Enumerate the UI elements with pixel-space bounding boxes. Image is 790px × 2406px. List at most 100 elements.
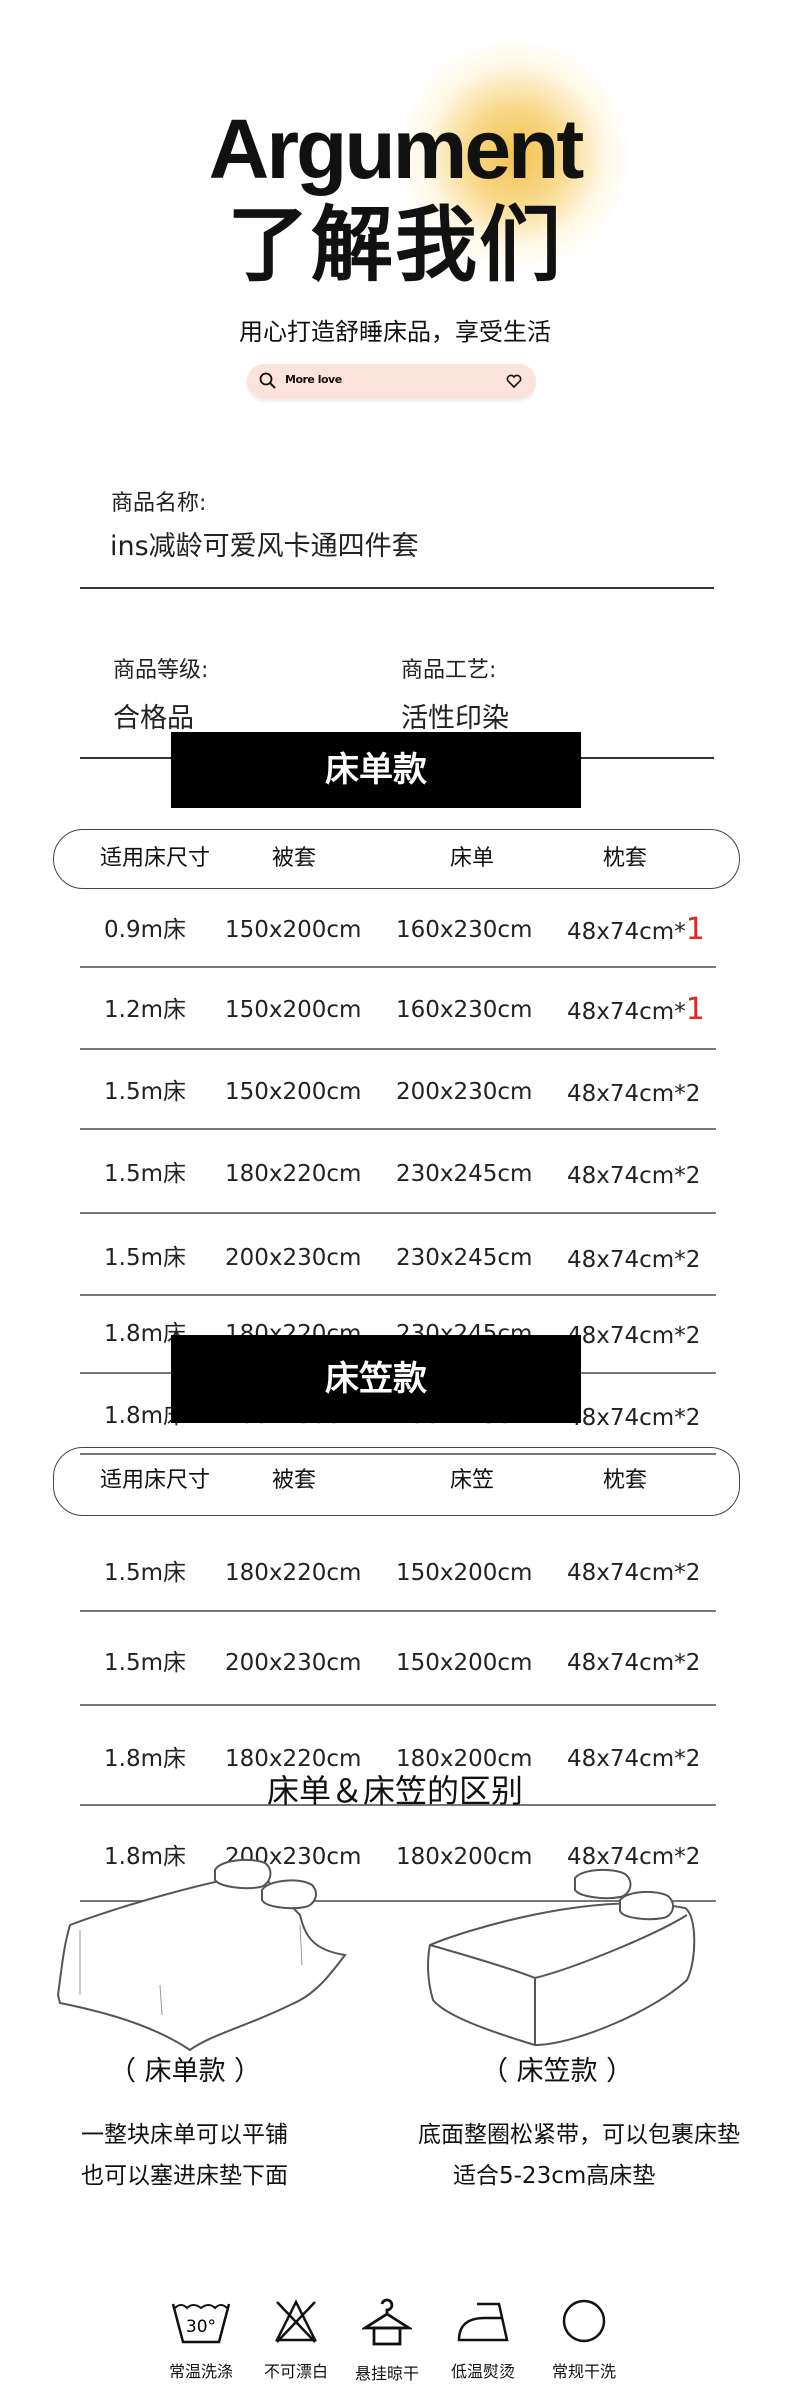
search-text: More love <box>285 373 342 386</box>
cell-text: 48x74cm*2 <box>567 1844 701 1870</box>
cell-text: 1.8m床 <box>104 1746 186 1772</box>
col-header: 床单 <box>449 846 495 871</box>
table-cell: 230x245cm <box>396 1240 532 1276</box>
col-header: 床笠 <box>449 1468 495 1493</box>
difference-title: 床单＆床笠的区别 <box>266 1772 523 1810</box>
row-divider <box>80 1294 716 1296</box>
table-cell: 150x200cm <box>225 992 361 1028</box>
cell-text: 200x230cm <box>225 1650 362 1676</box>
sheet-table-header: 适用床尺寸 被套 床单 枕套 <box>53 829 740 889</box>
row-divider <box>80 1804 716 1806</box>
table-row: 1.5m床 150x200cm 200x230cm 48x74cm*2 <box>0 1074 790 1110</box>
table-cell: 1.8m床 <box>104 1741 186 1777</box>
cell-text: 230x245cm <box>396 1161 533 1187</box>
dry-clean-icon <box>562 2299 606 2343</box>
fitted-table-title: 床笠款 <box>171 1335 581 1423</box>
heart-icon[interactable] <box>506 373 522 389</box>
cell-text: 1.5m床 <box>104 1079 186 1105</box>
table-cell: 150x200cm <box>225 912 361 948</box>
care-label: 常温洗涤 <box>168 2362 233 2381</box>
fitted-sheet-illustration <box>427 1868 696 2047</box>
fitted-desc-2: 适合5-23cm高床垫 <box>453 2163 656 2189</box>
divider <box>80 587 714 589</box>
row-divider <box>80 966 716 968</box>
cell-text: 48x74cm* <box>567 999 686 1025</box>
search-bar[interactable]: More love <box>247 364 536 399</box>
cell-text: 160x230cm <box>396 917 533 943</box>
table-cell: 1.5m床 <box>104 1555 186 1591</box>
care-label: 悬挂晾干 <box>354 2364 419 2383</box>
row-divider <box>80 1900 716 1902</box>
table-cell: 180x220cm <box>225 1741 361 1777</box>
craft-value: 活性印染 <box>401 703 509 734</box>
cell-text: 150x200cm <box>225 997 362 1023</box>
table-cell: 200x230cm <box>225 1645 361 1681</box>
cell-text: 48x74cm*2 <box>567 1560 701 1586</box>
sheet-table-title: 床单款 <box>171 732 581 808</box>
cell-text: 48x74cm*2 <box>567 1323 701 1349</box>
cell-text: 180x220cm <box>225 1560 362 1586</box>
table-cell: 180x220cm <box>225 1555 361 1591</box>
fitted-caption: （ 床笠款 ） <box>481 2056 634 2087</box>
cell-text: 48x74cm*2 <box>567 1650 701 1676</box>
yellow-glow <box>400 40 630 270</box>
cell-text: 1.2m床 <box>104 997 186 1023</box>
care-iron: 低温熨烫 <box>433 2298 533 2382</box>
table-cell: 180x220cm <box>225 1156 361 1192</box>
table-row: 1.5m床 200x230cm 230x245cm 48x74cm*2 <box>0 1240 790 1276</box>
grade-value: 合格品 <box>113 703 194 734</box>
cell-text: 180x200cm <box>396 1746 533 1772</box>
svg-text:30°: 30° <box>186 2317 216 2337</box>
flat-sheet-illustration <box>56 1858 347 2052</box>
table-cell: 48x74cm*2 <box>567 1741 700 1777</box>
cell-text: 180x200cm <box>396 1844 533 1870</box>
care-dry-clean: 常规干洗 <box>534 2298 634 2382</box>
table-row: 1.5m床 180x220cm 150x200cm 48x74cm*2 <box>0 1555 790 1591</box>
care-label: 常规干洗 <box>551 2362 616 2381</box>
table-cell: 1.5m床 <box>104 1645 186 1681</box>
table-cell: 48x74cm*1 <box>567 912 705 950</box>
name-label: 商品名称: <box>111 491 207 516</box>
cell-text: 48x74cm* <box>567 919 686 945</box>
sheet-desc-1: 一整块床单可以平铺 <box>81 2122 288 2148</box>
cell-text: 160x230cm <box>396 997 533 1023</box>
table-row: 1.2m床 150x200cm 160x230cm 48x74cm*1 <box>0 992 790 1028</box>
cell-text: 48x74cm*2 <box>567 1081 701 1107</box>
table-cell: 1.5m床 <box>104 1240 186 1276</box>
table-cell: 160x230cm <box>396 992 532 1028</box>
col-header: 枕套 <box>602 1468 648 1493</box>
care-label: 低温熨烫 <box>450 2362 515 2381</box>
care-wash: 30° 常温洗涤 <box>151 2298 251 2382</box>
table-cell: 200x230cm <box>396 1074 532 1110</box>
col-header: 枕套 <box>602 846 648 871</box>
table-cell: 200x230cm <box>225 1240 361 1276</box>
cell-text: 150x200cm <box>396 1650 533 1676</box>
page-title: 了解我们 <box>226 198 563 293</box>
table-cell: 150x200cm <box>396 1645 532 1681</box>
col-header: 适用床尺寸 <box>99 1468 211 1493</box>
cell-text: 48x74cm*2 <box>567 1247 701 1273</box>
table-cell: 1.5m床 <box>104 1156 186 1192</box>
quantity-highlight: 1 <box>685 992 705 1027</box>
cell-text: 48x74cm*2 <box>567 1746 701 1772</box>
table-cell: 230x245cm <box>396 1156 532 1192</box>
sheet-caption: （ 床单款 ） <box>109 2056 262 2087</box>
table-cell: 180x200cm <box>396 1741 532 1777</box>
iron-low-icon <box>457 2302 509 2342</box>
table-row: 0.9m床 150x200cm 160x230cm 48x74cm*1 <box>0 912 790 948</box>
table-row: 1.8m床 200x230cm 180x200cm 48x74cm*2 <box>0 1839 790 1875</box>
table-row: 1.5m床 200x230cm 150x200cm 48x74cm*2 <box>0 1645 790 1681</box>
fitted-desc-1: 底面整圈松紧带，可以包裹床垫 <box>418 2122 740 2148</box>
cell-text: 1.5m床 <box>104 1560 186 1586</box>
cell-text: 1.8m床 <box>104 1844 186 1870</box>
cell-text: 180x220cm <box>225 1746 362 1772</box>
table-cell: 48x74cm*2 <box>567 1555 700 1591</box>
search-icon <box>259 372 276 389</box>
table-cell: 48x74cm*2 <box>567 1240 700 1278</box>
grade-label: 商品等级: <box>113 658 209 683</box>
table-cell: 160x230cm <box>396 912 532 948</box>
cell-text: 150x200cm <box>225 1079 362 1105</box>
cell-text: 150x200cm <box>225 917 362 943</box>
care-hang-dry: 悬挂晾干 <box>337 2294 437 2384</box>
quantity-highlight: 1 <box>685 912 705 947</box>
